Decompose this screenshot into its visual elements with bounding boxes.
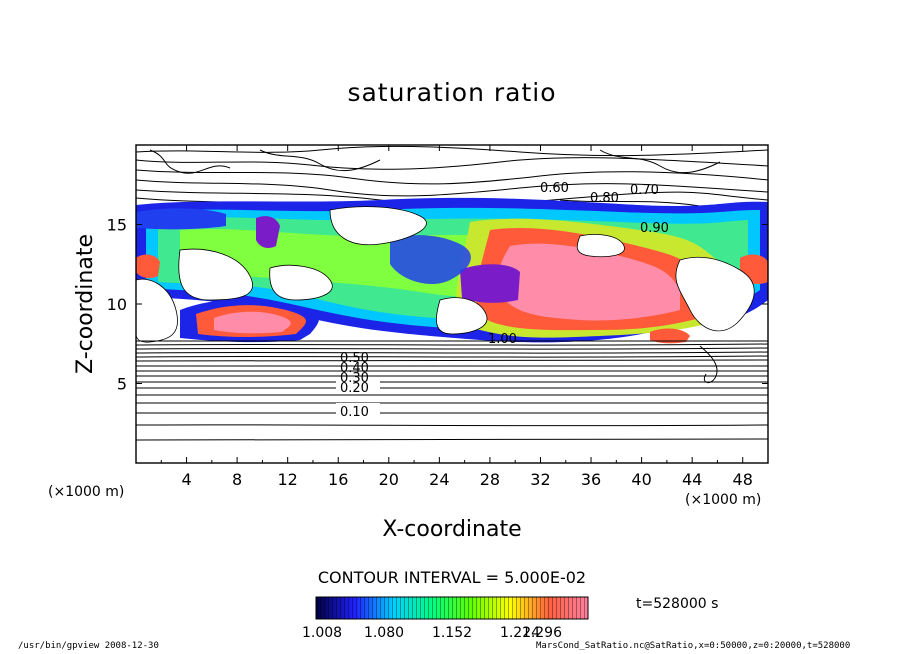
x-tick-label-28: 28 — [480, 470, 500, 489]
contour-label-0.70: 0.70 — [630, 183, 659, 198]
z-tick-label-5: 5 — [117, 375, 127, 394]
contour-label-0.20: 0.20 — [340, 381, 369, 396]
footer-right: MarsCond_SatRatio.nc@SatRatio,x=0:50000,… — [536, 641, 851, 651]
colorbar-tick-label-1.152: 1.152 — [432, 625, 472, 641]
contour-label-0.90: 0.90 — [640, 221, 669, 236]
x-tick-label-36: 36 — [581, 470, 601, 489]
x-tick-label-4: 4 — [181, 470, 191, 489]
lower-contour-lines — [136, 340, 768, 441]
z-axis-label: Z-coordinate — [73, 234, 98, 374]
contour-label-0.50: 0.50 — [340, 351, 369, 366]
colorbar-tick-label-1.296: 1.296 — [522, 625, 562, 641]
upper-contour-lines — [136, 145, 768, 213]
contour-label-1.00: 1.00 — [488, 332, 517, 347]
x-unit-right: (×1000 m) — [685, 492, 761, 508]
dry-pockets — [136, 206, 755, 343]
plot-area: 0.10 0.20 0.30 0.40 0.50 0.60 0.70 0.80 … — [135, 144, 769, 464]
x-tick-label-40: 40 — [631, 470, 651, 489]
chart-title: saturation ratio — [347, 78, 556, 107]
x-tick-label-44: 44 — [682, 470, 702, 489]
x-tick-label-24: 24 — [429, 470, 449, 489]
colorbar-tick-label-1.224: 1.224 — [500, 625, 540, 641]
contour-label-0.30: 0.30 — [340, 371, 369, 386]
colorbar-frame — [315, 596, 589, 620]
x-tick-label-8: 8 — [232, 470, 242, 489]
z-tick-label-15: 15 — [107, 216, 127, 235]
contour-label-0.10: 0.10 — [340, 405, 369, 420]
contour-label-0.40: 0.40 — [340, 361, 369, 376]
contour-label-0.60: 0.60 — [540, 181, 569, 196]
contour-interval-label: CONTOUR INTERVAL = 5.000E-02 — [318, 568, 586, 587]
contour-labels: 0.10 0.20 0.30 0.40 0.50 0.60 0.70 0.80 … — [336, 181, 669, 420]
colorbar-tick-label-1.080: 1.080 — [364, 625, 404, 641]
x-axis-ticks: 4 8 12 16 20 24 28 32 36 40 44 48 — [160, 145, 753, 489]
x-unit-left: (×1000 m) — [48, 484, 124, 500]
z-tick-label-10: 10 — [107, 295, 127, 314]
z-axis-ticks: 5 10 15 — [107, 216, 768, 394]
x-axis-label: X-coordinate — [382, 517, 521, 542]
x-tick-label-12: 12 — [278, 470, 298, 489]
colorbar-tick-label-1.008: 1.008 — [302, 625, 342, 641]
footer-left: /usr/bin/gpview 2008-12-30 — [18, 641, 159, 651]
contour-label-0.80: 0.80 — [590, 191, 619, 206]
colorbar-stripes — [316, 597, 588, 619]
x-tick-label-32: 32 — [530, 470, 550, 489]
x-tick-label-48: 48 — [733, 470, 753, 489]
x-tick-label-20: 20 — [379, 470, 399, 489]
x-tick-label-16: 16 — [328, 470, 348, 489]
time-label: t=528000 s — [636, 596, 718, 612]
